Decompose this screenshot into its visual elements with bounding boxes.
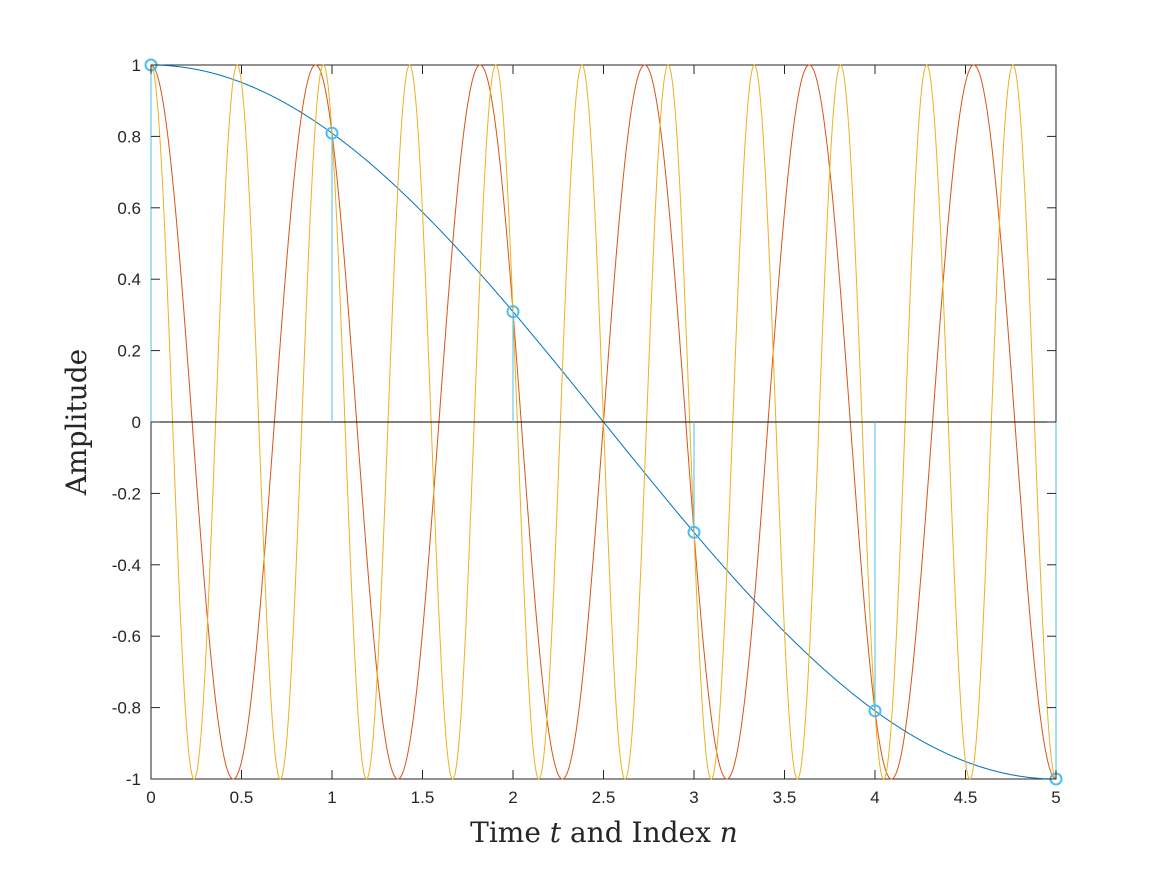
x-tick-label: 4.5 [954, 788, 978, 807]
y-tick-label: -0.2 [112, 484, 141, 503]
y-tick-label: -0.6 [112, 627, 141, 646]
x-tick-label: 2 [508, 788, 517, 807]
stem-marker [868, 704, 882, 718]
y-tick-label: 0.6 [117, 199, 141, 218]
y-axis-label: Amplitude [60, 349, 93, 496]
y-tick-labels: 1 0.8 0.6 0.4 0.2 0 -0.2 -0.4 -0.6 -0.8 -1 [112, 56, 141, 789]
x-tick-label: 0 [146, 788, 155, 807]
y-tick-label: 0 [132, 413, 141, 432]
y-tick-label: -0.8 [112, 699, 141, 718]
y-tick-label: 0.8 [117, 127, 141, 146]
y-tick-label: -0.4 [112, 556, 141, 575]
x-tick-label: 3 [689, 788, 698, 807]
curves [150, 64, 1057, 780]
y-tick-label: 0.4 [117, 270, 141, 289]
x-tick-label: 4 [870, 788, 879, 807]
x-tick-label: 1.5 [411, 788, 435, 807]
x-tick-labels: 0 0.5 1 1.5 2 2.5 3 3.5 4 4.5 5 [146, 788, 1060, 807]
y-tick-label: -1 [126, 770, 141, 789]
stem-marker [506, 305, 520, 319]
y-tick-label: 1 [132, 56, 141, 75]
x-tick-label: 0.5 [230, 788, 254, 807]
x-tick-label: 3.5 [773, 788, 797, 807]
x-tick-label: 1 [327, 788, 336, 807]
plot-area [144, 58, 1063, 786]
stem-plot [144, 58, 1063, 786]
stem-marker [687, 525, 701, 539]
x-axis-label: Time t and Index n [470, 816, 738, 849]
x-tick-label: 5 [1051, 788, 1060, 807]
x-tick-label: 2.5 [592, 788, 616, 807]
y-tick-label: 0.2 [117, 342, 141, 361]
axis-ticks [150, 64, 1057, 780]
stem-marker [325, 126, 339, 140]
